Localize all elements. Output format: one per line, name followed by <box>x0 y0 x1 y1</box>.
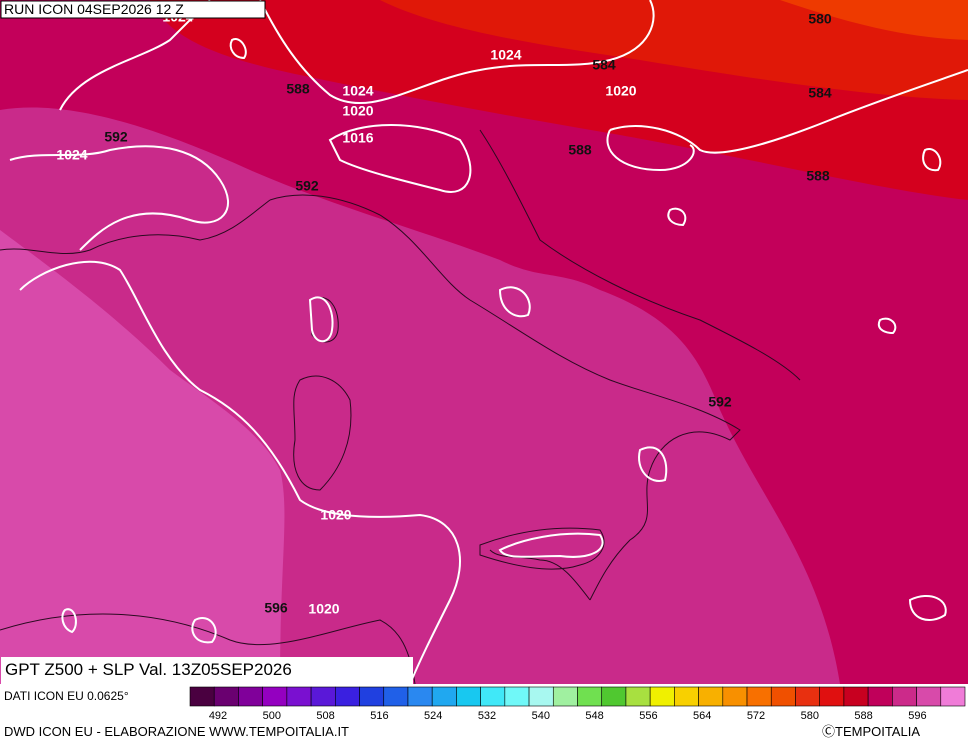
contour-label: 1016 <box>342 130 373 146</box>
colorbar-swatch <box>310 686 336 707</box>
colorbar-swatch <box>335 686 360 707</box>
footer-credit: DWD ICON EU - ELABORAZIONE WWW.TEMPOITAL… <box>4 724 349 739</box>
colorbar-swatch <box>528 686 554 707</box>
contour-label: 1024 <box>56 147 87 163</box>
data-source: DATI ICON EU 0.0625° <box>4 689 129 703</box>
run-label: RUN ICON 04SEP2026 12 Z <box>4 1 184 17</box>
colorbar-swatch <box>625 686 651 707</box>
contour-label: 580 <box>808 11 832 27</box>
colorbar-ticks: 492 500 508 516 524 532 540 548 556 564 572 580 588 5… <box>209 710 927 722</box>
colorbar-tick-label: 492 <box>209 710 227 722</box>
legend: DATI ICON EU 0.0625° 492 500 508 516 524 532 5… <box>4 686 966 722</box>
colorbar-swatch <box>189 686 215 707</box>
contour-label: 1020 <box>320 507 351 523</box>
colorbar-swatch <box>867 686 893 707</box>
colorbar-tick-label: 500 <box>263 710 281 722</box>
colorbar-swatch <box>286 686 312 707</box>
colorbar-tick-label: 588 <box>854 710 872 722</box>
field-576 <box>780 0 968 40</box>
colorbar-swatch <box>916 686 942 707</box>
run-box <box>0 0 266 19</box>
contour-label: 1020 <box>605 83 636 99</box>
colorbar-swatch <box>407 686 433 707</box>
colorbar-swatch <box>480 686 506 707</box>
colorbar-tick-label: 548 <box>585 710 603 722</box>
colorbar-swatch <box>698 686 724 707</box>
colorbar-swatch <box>383 686 409 707</box>
colorbar-tick-label: 540 <box>532 710 550 722</box>
colorbar-tick-label: 580 <box>801 710 819 722</box>
colorbar-swatch <box>770 686 796 707</box>
colorbar-swatch <box>649 686 675 707</box>
colorbar-swatch <box>722 686 748 707</box>
colorbar-swatch <box>577 686 603 707</box>
colorbar-swatch <box>795 686 820 707</box>
colorbar-swatch <box>262 686 288 707</box>
contour-label: 592 <box>708 394 732 410</box>
colorbar-swatch <box>674 686 699 707</box>
map-area: 1024 1024 580 584 588 1024 1020 1020 584 592 1016 1… <box>0 0 968 685</box>
title-box <box>1 657 413 684</box>
colorbar-swatch <box>238 686 263 707</box>
field-580 <box>260 0 968 100</box>
coastlines <box>0 129 801 685</box>
colorbar-tick-label: 508 <box>316 710 334 722</box>
copyright: ⒸTEMPOITALIA <box>822 724 920 739</box>
colorbar-tick-label: 524 <box>424 710 442 722</box>
colorbar-swatch <box>213 686 239 707</box>
colorbar-tick-label: 532 <box>478 710 496 722</box>
colorbar-swatch <box>359 686 385 707</box>
colorbar-swatch <box>456 686 481 707</box>
map-title: GPT Z500 + SLP Val. 13Z05SEP2026 <box>5 660 292 679</box>
colorbar-swatch <box>819 686 845 707</box>
colorbar-swatch <box>552 686 578 707</box>
contour-label: 588 <box>806 168 830 184</box>
contour-label: 1020 <box>342 103 373 119</box>
contour-label: 1020 <box>308 601 339 617</box>
colorbar-swatch <box>843 686 869 707</box>
contour-label: 588 <box>568 142 592 158</box>
contour-label: 584 <box>808 85 832 101</box>
colorbar-tick-label: 564 <box>693 710 711 722</box>
colorbar-swatch <box>431 686 457 707</box>
contour-label: 592 <box>104 129 128 145</box>
contour-labels: 1024 1024 580 584 588 1024 1020 1020 584 592 1016 1… <box>56 9 831 617</box>
colorbar-tick-label: 516 <box>370 710 388 722</box>
colorbar-swatch <box>601 686 627 707</box>
colorbar <box>189 686 966 707</box>
contour-label: 588 <box>286 81 310 97</box>
colorbar-swatch <box>504 686 530 707</box>
contour-label: 1024 <box>342 83 373 99</box>
colorbar-swatch <box>940 686 966 707</box>
contour-label: 584 <box>592 57 616 73</box>
colorbar-swatch <box>892 686 917 707</box>
contour-label: 596 <box>264 600 288 616</box>
colorbar-tick-label: 556 <box>639 710 657 722</box>
contour-label: 1024 <box>490 47 521 63</box>
contour-label: 592 <box>295 178 319 194</box>
field-596 <box>0 230 285 684</box>
colorbar-swatch <box>746 686 772 707</box>
colorbar-tick-label: 596 <box>908 710 926 722</box>
colorbar-tick-label: 572 <box>747 710 765 722</box>
